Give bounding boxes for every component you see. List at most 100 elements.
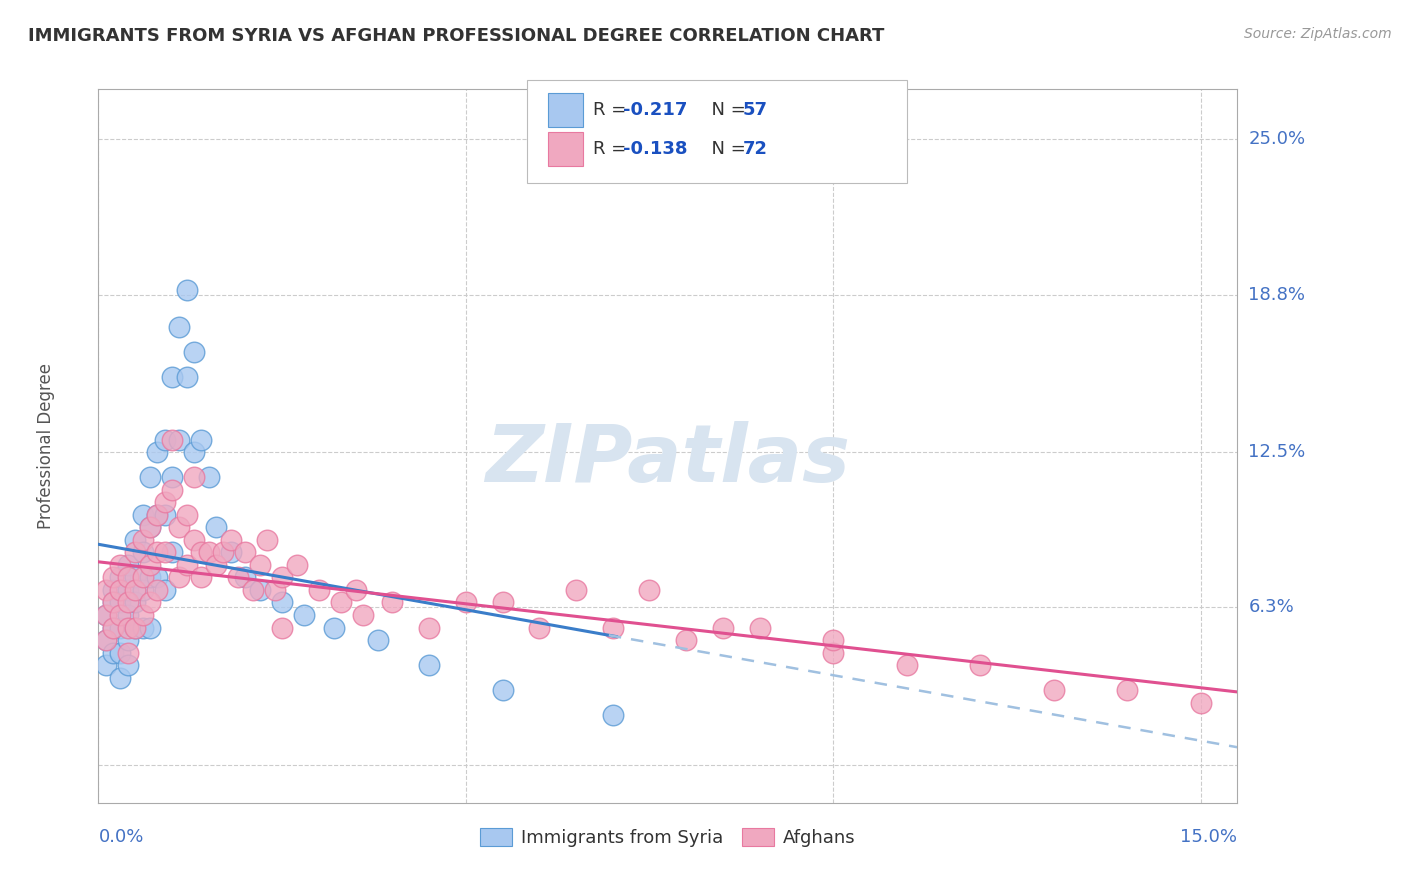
Point <box>139 621 162 635</box>
Point <box>101 570 124 584</box>
Point <box>117 607 139 622</box>
Text: 72: 72 <box>742 140 768 158</box>
Point <box>117 633 139 648</box>
Point <box>124 533 146 547</box>
Point <box>94 607 117 622</box>
Point <box>117 658 139 673</box>
Point <box>124 621 146 635</box>
Point <box>167 520 190 534</box>
Point <box>139 595 162 609</box>
Point <box>418 621 440 635</box>
Point <box>146 570 169 584</box>
Point <box>101 595 124 609</box>
Point <box>124 570 146 584</box>
Point <box>101 582 124 597</box>
Point <box>226 570 249 584</box>
Point <box>146 445 169 459</box>
Point <box>124 582 146 597</box>
Point <box>117 582 139 597</box>
Text: 57: 57 <box>742 101 768 119</box>
Point <box>212 545 235 559</box>
Point <box>146 508 169 522</box>
Point <box>352 607 374 622</box>
Point <box>176 370 198 384</box>
Point <box>183 470 205 484</box>
Point <box>101 646 124 660</box>
Point <box>110 607 132 622</box>
Point <box>139 558 162 572</box>
Point <box>183 445 205 459</box>
Point <box>748 621 770 635</box>
Point <box>602 621 624 635</box>
Point <box>235 570 257 584</box>
Point <box>160 433 183 447</box>
Point <box>197 470 219 484</box>
Point <box>381 595 404 609</box>
Point <box>969 658 991 673</box>
Point <box>823 646 845 660</box>
Point <box>271 621 294 635</box>
Point <box>285 558 308 572</box>
Text: 0.0%: 0.0% <box>98 828 143 846</box>
Point <box>94 633 117 648</box>
Point <box>101 621 124 635</box>
Point <box>176 558 198 572</box>
Point <box>219 545 242 559</box>
Point <box>205 558 228 572</box>
Point <box>101 621 124 635</box>
Text: -0.138: -0.138 <box>623 140 688 158</box>
Point <box>153 508 176 522</box>
Text: 12.5%: 12.5% <box>1249 443 1306 461</box>
Point <box>131 508 153 522</box>
Point <box>131 621 153 635</box>
Point <box>110 570 132 584</box>
Text: -0.217: -0.217 <box>623 101 688 119</box>
Point <box>308 582 330 597</box>
Text: R =: R = <box>593 140 633 158</box>
Point <box>110 621 132 635</box>
Point <box>167 433 190 447</box>
Point <box>235 545 257 559</box>
Text: N =: N = <box>700 140 752 158</box>
Point <box>160 545 183 559</box>
Point <box>896 658 918 673</box>
Point <box>139 520 162 534</box>
Text: 6.3%: 6.3% <box>1249 599 1294 616</box>
Point <box>271 595 294 609</box>
Point <box>183 345 205 359</box>
Point <box>344 582 367 597</box>
Point <box>110 646 132 660</box>
Point <box>249 582 271 597</box>
Point <box>1042 683 1064 698</box>
Point <box>124 545 146 559</box>
Point <box>153 545 176 559</box>
Point <box>565 582 588 597</box>
Point <box>146 582 169 597</box>
Point <box>146 508 169 522</box>
Point <box>329 595 352 609</box>
Point <box>367 633 389 648</box>
Point <box>124 621 146 635</box>
Point <box>110 582 132 597</box>
Point <box>110 671 132 685</box>
Point <box>160 470 183 484</box>
Point <box>292 607 315 622</box>
Point <box>139 570 162 584</box>
Text: Source: ZipAtlas.com: Source: ZipAtlas.com <box>1244 27 1392 41</box>
Point <box>205 520 228 534</box>
Point <box>1116 683 1139 698</box>
Point <box>167 320 190 334</box>
Point <box>711 621 734 635</box>
Point <box>190 433 212 447</box>
Point <box>190 570 212 584</box>
Point <box>529 621 551 635</box>
Point <box>124 595 146 609</box>
Point <box>110 595 132 609</box>
Text: N =: N = <box>700 101 752 119</box>
Text: R =: R = <box>593 101 633 119</box>
Point <box>1189 696 1212 710</box>
Point <box>139 470 162 484</box>
Point <box>638 582 661 597</box>
Point <box>190 545 212 559</box>
Point <box>322 621 344 635</box>
